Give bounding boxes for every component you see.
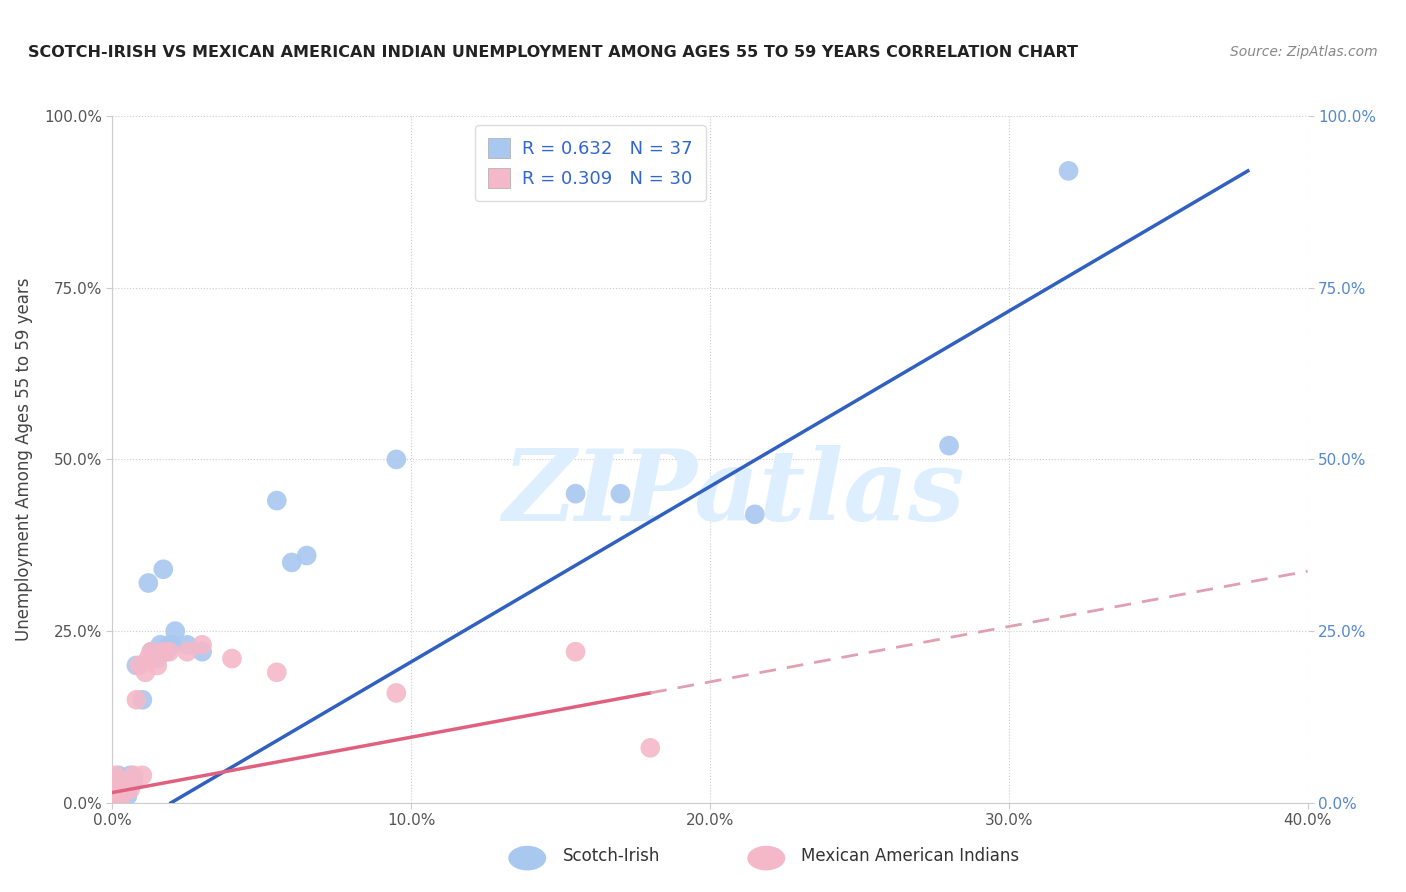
Point [176, 645, 198, 659]
Point [110, 782, 132, 797]
Point [281, 555, 304, 570]
Point [104, 775, 127, 789]
Point [938, 439, 960, 453]
Point [744, 508, 766, 522]
Point [114, 782, 135, 797]
Point [609, 487, 631, 501]
Point [221, 651, 243, 665]
Point [141, 645, 163, 659]
Point [141, 645, 163, 659]
Point [120, 768, 142, 782]
Point [117, 782, 139, 797]
Point [107, 789, 129, 803]
Legend: R = 0.632   N = 37, R = 0.309   N = 30: R = 0.632 N = 37, R = 0.309 N = 30 [475, 125, 706, 201]
Text: Source: ZipAtlas.com: Source: ZipAtlas.com [1230, 45, 1378, 59]
Point [146, 651, 169, 665]
Point [266, 493, 288, 508]
Point [110, 789, 132, 803]
Point [114, 775, 135, 789]
Point [149, 638, 172, 652]
Point [122, 768, 145, 782]
Point [104, 782, 127, 797]
Point [152, 645, 174, 659]
Point [138, 576, 160, 591]
Point [122, 775, 145, 789]
Text: ZIPatlas: ZIPatlas [503, 445, 965, 542]
Point [176, 638, 198, 652]
Point [107, 789, 129, 803]
Point [191, 638, 214, 652]
Point [110, 775, 132, 789]
Point [110, 789, 132, 803]
Point [125, 692, 148, 706]
Point [104, 775, 127, 789]
Point [131, 692, 153, 706]
Point [152, 562, 174, 576]
Point [138, 651, 160, 665]
Point [564, 487, 586, 501]
Point [191, 645, 214, 659]
Point [104, 768, 127, 782]
Point [157, 638, 180, 652]
Point [128, 658, 150, 673]
Point [107, 782, 129, 797]
Point [1057, 164, 1080, 178]
Text: Scotch-Irish: Scotch-Irish [562, 847, 659, 865]
Point [640, 740, 662, 755]
Point [104, 789, 127, 803]
Point [131, 768, 153, 782]
Point [266, 665, 288, 680]
Text: Mexican American Indians: Mexican American Indians [801, 847, 1019, 865]
Point [107, 782, 129, 797]
Point [385, 686, 408, 700]
Point [110, 782, 132, 797]
Point [104, 789, 127, 803]
Point [117, 789, 139, 803]
Point [107, 775, 129, 789]
Point [117, 775, 139, 789]
Point [295, 549, 318, 563]
Point [120, 782, 142, 797]
Point [165, 624, 187, 639]
Point [125, 658, 148, 673]
Point [114, 782, 135, 797]
Point [114, 775, 135, 789]
Point [564, 645, 586, 659]
Y-axis label: Unemployment Among Ages 55 to 59 years: Unemployment Among Ages 55 to 59 years [15, 277, 32, 641]
Point [104, 782, 127, 797]
Point [385, 452, 408, 467]
Point [107, 768, 129, 782]
Point [134, 665, 156, 680]
Point [155, 645, 177, 659]
Point [157, 645, 180, 659]
Point [162, 638, 183, 652]
Point [146, 658, 169, 673]
Text: SCOTCH-IRISH VS MEXICAN AMERICAN INDIAN UNEMPLOYMENT AMONG AGES 55 TO 59 YEARS C: SCOTCH-IRISH VS MEXICAN AMERICAN INDIAN … [28, 45, 1078, 60]
